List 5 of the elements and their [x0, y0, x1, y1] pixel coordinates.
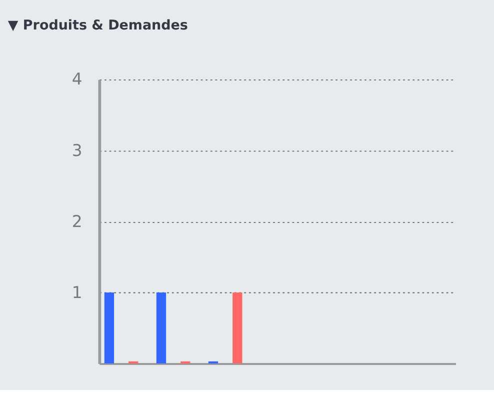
y-tick-label: 1	[72, 282, 82, 302]
chart-title: ▼ Produits & Demandes	[8, 17, 188, 34]
y-tick-label: 3	[72, 140, 82, 160]
y-tick-label: 2	[72, 212, 82, 231]
y-tick-label: 4	[72, 70, 82, 89]
